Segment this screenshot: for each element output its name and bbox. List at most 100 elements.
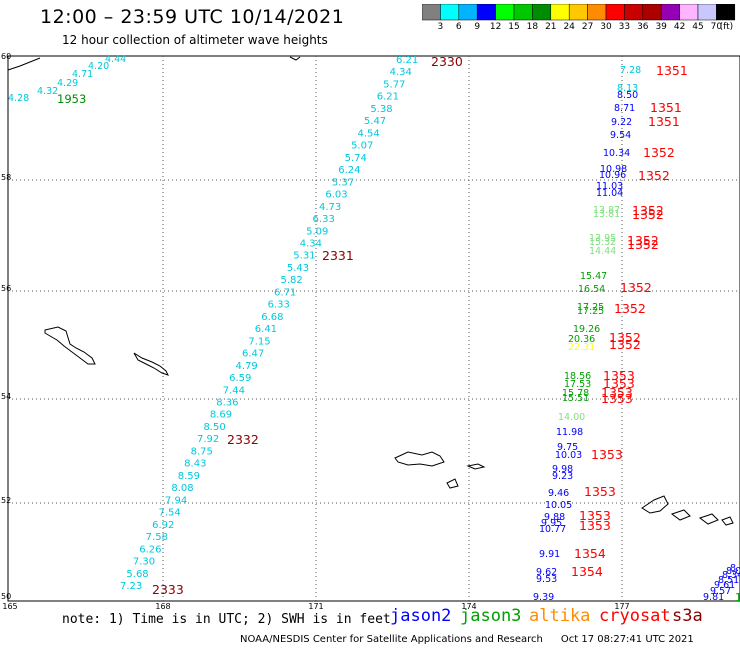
colorbar-label: 21 — [545, 22, 557, 32]
swh-value: 22.31 — [568, 342, 595, 353]
swh-value: 4.34 — [300, 238, 322, 249]
latitude-label: 50 — [1, 592, 11, 601]
swh-value: 8.50 — [203, 422, 225, 433]
swh-value: 6.26 — [139, 544, 161, 555]
colorbar-label: 39 — [655, 22, 667, 32]
colorbar-label: 24 — [563, 22, 575, 32]
swh-value: 4.54 — [357, 128, 379, 139]
pass-time-label: 2330 — [431, 54, 463, 69]
swh-value: 6.71 — [274, 287, 296, 298]
swh-value: 5.43 — [287, 263, 309, 274]
colorbar-label: 6 — [455, 22, 462, 32]
island-coastline — [641, 495, 669, 514]
pass-time-label: 1351 — [656, 63, 688, 78]
swh-value: 20.36 — [568, 334, 595, 345]
swh-value: 5.77 — [383, 79, 405, 90]
swh-value: 10.34 — [603, 148, 630, 159]
swh-value: 9.57 — [710, 586, 731, 597]
swh-value: 9.95 — [541, 518, 562, 529]
pass-time-label: 2331 — [322, 248, 354, 263]
colorbar-label: 18 — [526, 22, 539, 32]
pass-time-label: 1353 — [603, 368, 635, 383]
swh-value: 15.51 — [562, 393, 589, 404]
swh-value: 9.62 — [536, 567, 557, 578]
swh-value: 8.36 — [216, 398, 238, 409]
swh-value: 8.75 — [191, 446, 213, 457]
swh-value: 5.74 — [345, 153, 367, 164]
longitude-label: 171 — [308, 602, 323, 611]
pass-time-label: 1351 — [648, 114, 680, 129]
swh-value: 6.47 — [242, 349, 264, 360]
swh-value: 11.03 — [596, 181, 623, 192]
swh-value: 4.32 — [37, 86, 58, 97]
swh-value: 5.31 — [293, 251, 315, 262]
swh-value: 8.43 — [184, 459, 206, 470]
swh-value: 10.05 — [545, 500, 572, 511]
pass-time-label: 2333 — [152, 582, 184, 597]
pass-time-label: 1351 — [650, 100, 682, 115]
swh-value: 8.59 — [178, 471, 200, 482]
swh-value: 6.68 — [261, 312, 283, 323]
swh-value: 5.38 — [370, 104, 392, 115]
island-coastline — [698, 513, 719, 525]
note-text: note: 1) Time is in UTC; 2) SWH is in fe… — [62, 612, 391, 627]
pass-time-label: 1352 — [609, 337, 641, 352]
pass-time-label: 2332 — [227, 432, 259, 447]
swh-value: 7.23 — [120, 581, 142, 592]
swh-value: 4.71 — [72, 69, 93, 80]
colorbar-label: 42 — [673, 22, 686, 32]
colorbar-label: 33 — [618, 22, 631, 32]
swh-value: 16.54 — [578, 284, 605, 295]
swh-value: 4.73 — [319, 202, 341, 213]
swh-value: 6.24 — [338, 165, 360, 176]
pass-time-label: 1352 — [620, 280, 652, 295]
swh-value: 5.09 — [306, 226, 328, 237]
swh-value: 7.28 — [620, 65, 641, 76]
swh-value: 5.68 — [126, 569, 148, 580]
colorbar-label: 3 — [437, 22, 444, 32]
colorbar-label: 9 — [474, 22, 481, 32]
pass-time-label: 1353 — [601, 385, 633, 400]
swh-value: 8.34 — [722, 570, 740, 581]
pass-time-label: 1352 — [614, 301, 646, 316]
swh-value: 5.47 — [364, 116, 386, 127]
island-coastline — [670, 509, 691, 521]
swh-value: 7.15 — [248, 336, 270, 347]
pass-time-label: 1354 — [574, 546, 606, 561]
swh-value: 17.25 — [577, 302, 604, 313]
swh-value: 7.54 — [159, 508, 181, 519]
swh-value: 13.95 — [589, 233, 616, 244]
pass-time-label: 1352 — [632, 207, 664, 222]
wave-height-colorbar — [422, 4, 736, 21]
latitude-label: 52 — [1, 496, 11, 505]
pass-time-label: 1953 — [57, 92, 86, 106]
pass-time-label: 1353 — [603, 376, 635, 391]
colorbar-label: 36 — [637, 22, 649, 32]
swh-value: 9.91 — [539, 549, 560, 560]
swh-value: 9.61 — [714, 580, 735, 591]
colorbar-label: 12 — [489, 22, 502, 32]
colorbar-labels: 3 6 9 12 15 18 21 24 27 30 33 36 39 42 45 70 (ft) — [422, 22, 740, 34]
swh-value: 4.79 — [236, 361, 258, 372]
map-frame — [7, 55, 740, 602]
map-title: 12:00 – 23:59 UTC 10/14/2021 — [40, 6, 345, 28]
swh-value: 5.07 — [351, 141, 373, 152]
swh-value: 6.33 — [313, 214, 335, 225]
colorbar-label: 70 — [710, 22, 723, 32]
latitude-label: 54 — [1, 392, 11, 401]
swh-value: 9.22 — [611, 117, 632, 128]
swh-value: 17.53 — [564, 379, 591, 390]
pass-time-label: 1352 — [609, 330, 641, 345]
swh-value: 8.09 — [726, 566, 740, 577]
swh-value: 7.94 — [165, 495, 187, 506]
swh-value: 8.13 — [617, 83, 638, 94]
swh-value: 6.92 — [152, 520, 174, 531]
pass-time-label: 1352 — [632, 203, 664, 218]
longitude-label: 174 — [461, 602, 476, 611]
swh-value: 9.53 — [536, 574, 557, 585]
swh-value: 7.58 — [146, 532, 168, 543]
pass-time-label: 1 — [735, 591, 740, 604]
pass-time-label: 1353 — [584, 484, 616, 499]
latitude-label: 60 — [1, 52, 11, 61]
colorbar-label: 15 — [508, 22, 520, 32]
